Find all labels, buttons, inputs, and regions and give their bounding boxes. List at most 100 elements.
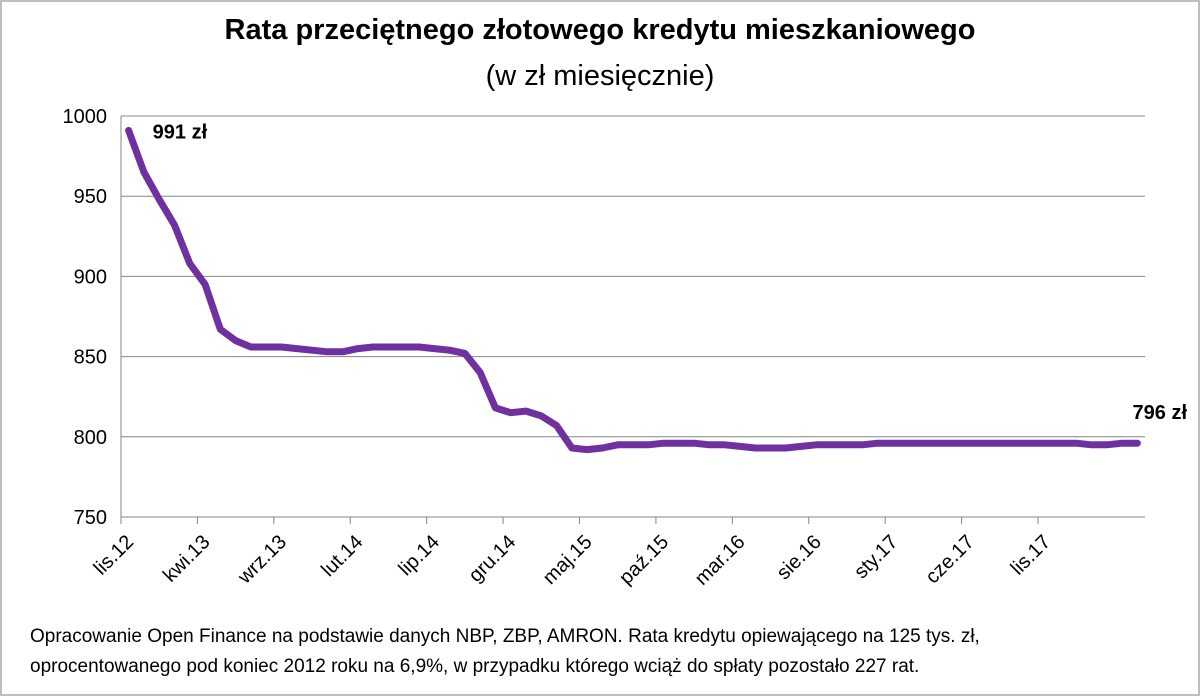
data-point-12 (310, 348, 314, 352)
x-tick-label-7: paź.15 (615, 531, 673, 589)
data-point-49 (876, 441, 880, 445)
data-point-39 (723, 443, 727, 447)
data-point-23 (478, 371, 482, 375)
data-point-1 (142, 170, 146, 174)
data-point-9 (264, 345, 268, 349)
y-tick-label-850: 850 (74, 347, 107, 369)
data-point-28 (555, 424, 559, 428)
chart-title: Rata przeciętnego złotowego kredytu mies… (224, 14, 976, 46)
data-point-48 (860, 443, 864, 447)
x-tick-label-9: sie.16 (773, 531, 826, 584)
data-point-66 (1135, 441, 1139, 445)
data-point-63 (1090, 443, 1094, 447)
data-point-46 (830, 443, 834, 447)
data-point-31 (600, 446, 604, 450)
data-point-4 (188, 262, 192, 266)
annotations: 991 zł 796 zł (153, 121, 1188, 424)
chart-subtitle: (w zł miesięcznie) (485, 60, 715, 92)
data-point-22 (463, 351, 467, 355)
x-tick-label-6: maj.15 (539, 531, 597, 589)
data-point-24 (493, 406, 497, 410)
x-tick-label-4: lip.14 (394, 531, 443, 580)
data-point-64 (1105, 443, 1109, 447)
x-tick-label-2: wrz.13 (233, 531, 291, 589)
data-point-27 (539, 414, 543, 418)
data-point-36 (677, 441, 681, 445)
data-point-3 (172, 223, 176, 227)
data-point-29 (570, 446, 574, 450)
data-point-15 (356, 347, 360, 351)
data-point-25 (509, 411, 513, 415)
x-axis: lis.12 kwi.13 wrz.13 lut.14 lip.14 gru.14 maj.… (90, 516, 1145, 590)
gridlines (121, 115, 1145, 438)
data-point-37 (692, 441, 696, 445)
footnote: Opracowanie Open Finance na podstawie da… (30, 622, 980, 682)
data-point-2 (157, 197, 161, 201)
data-point-13 (325, 350, 329, 354)
data-point-30 (585, 448, 589, 452)
y-axis: 750 800 850 900 950 1000 (63, 106, 122, 529)
y-tick-label-900: 900 (74, 266, 107, 288)
data-point-26 (524, 409, 528, 413)
x-tick-label-10: sty.17 (850, 531, 902, 583)
data-point-11 (295, 347, 299, 351)
data-point-32 (616, 443, 620, 447)
x-tick-label-1: kwi.13 (159, 531, 215, 587)
data-point-61 (1059, 441, 1063, 445)
data-point-35 (662, 441, 666, 445)
y-tick-label-1000: 1000 (63, 106, 108, 128)
series-line (125, 126, 1141, 454)
footnote-line-2: oprocentowanego pod koniec 2012 roku na … (30, 656, 920, 677)
data-point-21 (448, 348, 452, 352)
data-point-7 (234, 339, 238, 343)
x-tick-label-11: cze.17 (922, 531, 979, 588)
data-point-19 (417, 345, 421, 349)
annotation-label-0: 991 zł (153, 121, 208, 143)
data-point-45 (814, 443, 818, 447)
data-point-65 (1120, 441, 1124, 445)
data-point-40 (738, 444, 742, 448)
data-point-33 (631, 443, 635, 447)
x-tick-label-0: lis.12 (90, 531, 139, 580)
data-point-56 (983, 441, 987, 445)
data-point-18 (402, 345, 406, 349)
data-point-34 (646, 443, 650, 447)
data-point-52 (921, 441, 925, 445)
data-point-57 (998, 441, 1002, 445)
x-tick-label-3: lut.14 (317, 531, 367, 581)
x-tick-label-5: gru.14 (465, 531, 521, 587)
x-tick-label-12: lis.17 (1007, 531, 1056, 580)
data-point-5 (203, 282, 207, 286)
data-point-20 (432, 347, 436, 351)
data-point-0 (127, 128, 131, 132)
y-tick-label-950: 950 (74, 186, 107, 208)
y-tick-label-750: 750 (74, 507, 107, 529)
data-point-17 (386, 345, 390, 349)
data-point-10 (279, 345, 283, 349)
data-point-14 (341, 350, 345, 354)
y-tick-label-800: 800 (74, 427, 107, 449)
data-point-54 (952, 441, 956, 445)
annotation-label-1: 796 zł (1133, 402, 1188, 424)
data-point-6 (218, 327, 222, 331)
data-point-16 (371, 345, 375, 349)
series-layer (125, 126, 1141, 454)
data-point-47 (845, 443, 849, 447)
data-point-58 (1013, 441, 1017, 445)
data-point-51 (906, 441, 910, 445)
data-point-41 (753, 446, 757, 450)
data-point-43 (784, 446, 788, 450)
data-point-42 (769, 446, 773, 450)
data-point-53 (937, 441, 941, 445)
x-tick-label-8: mar.16 (691, 531, 750, 590)
data-point-38 (707, 443, 711, 447)
footnote-line-1: Opracowanie Open Finance na podstawie da… (30, 626, 980, 647)
data-point-60 (1044, 441, 1048, 445)
data-point-50 (891, 441, 895, 445)
data-point-59 (1028, 441, 1032, 445)
data-point-8 (249, 345, 253, 349)
data-point-44 (799, 444, 803, 448)
data-point-55 (967, 441, 971, 445)
data-point-62 (1074, 441, 1078, 445)
